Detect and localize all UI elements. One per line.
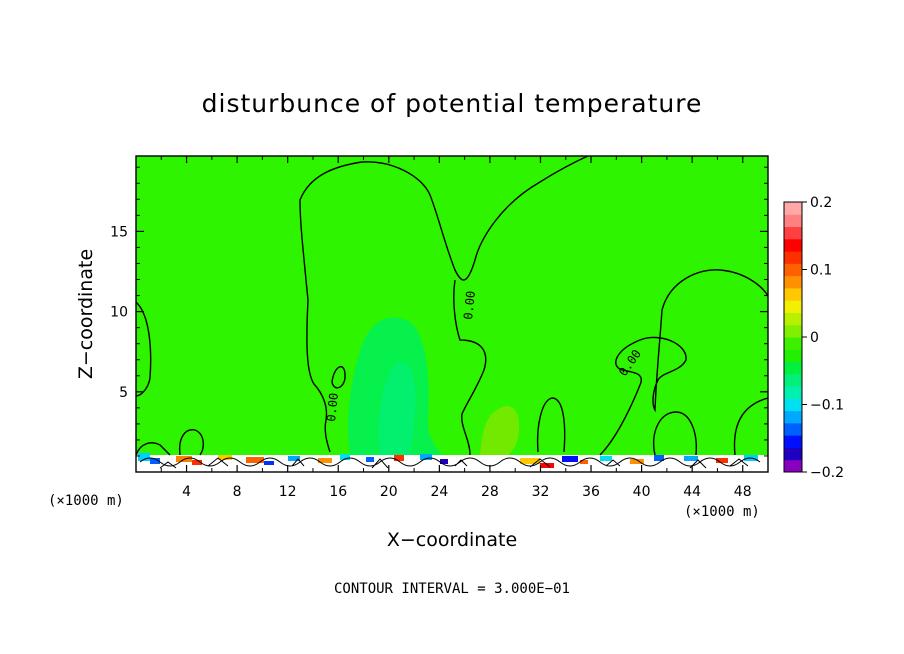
colorbar-swatch: [784, 275, 802, 289]
colorbar-label: −0.2: [810, 465, 844, 481]
surface-patches: [138, 453, 758, 468]
colorbar-swatch: [784, 410, 802, 424]
x-unit-left: (×1000 m): [48, 493, 124, 509]
colorbar-swatch: [784, 214, 802, 228]
colorbar-swatch: [784, 361, 802, 375]
x-tick-label: 48: [734, 484, 752, 500]
contour-interval-note: CONTOUR INTERVAL = 3.000E−01: [334, 581, 570, 597]
colorbar-swatch: [784, 238, 802, 252]
warm-anomaly-region: [480, 406, 520, 458]
colorbar-swatch: [784, 459, 802, 473]
x-tick-label: 20: [380, 484, 398, 500]
colorbar-swatch: [784, 263, 802, 277]
colorbar-swatch: [784, 287, 802, 301]
x-tick-label: 8: [233, 484, 242, 500]
colorbar-swatch: [784, 300, 802, 313]
colorbar-label: −0.1: [810, 398, 844, 414]
y-axis: 5 10 15: [110, 166, 768, 457]
colorbar-swatch: [784, 202, 802, 215]
colorbar-swatch: [784, 447, 802, 461]
x-axis-label: X−coordinate: [387, 529, 517, 551]
colorbar-label: 0: [810, 330, 819, 346]
field-background: [136, 156, 768, 472]
colorbar-label: 0.1: [810, 263, 832, 279]
plot-area: 0.00 0.00 0.00: [136, 156, 768, 472]
x-tick-label: 4: [182, 484, 191, 500]
x-tick-label: 28: [481, 484, 499, 500]
surface-contours: [139, 457, 761, 469]
x-tick-label: 36: [582, 484, 600, 500]
colorbar-swatch: [784, 386, 802, 399]
y-tick-label: 5: [119, 385, 128, 401]
colorbar-swatch: [784, 373, 802, 387]
contour-label: 0.00: [461, 290, 478, 320]
colorbar-swatch: [784, 398, 802, 412]
x-tick-label: 44: [683, 484, 701, 500]
cool-anomaly-region: [378, 362, 416, 458]
colorbar-swatch: [784, 337, 802, 350]
colorbar-swatch: [784, 251, 802, 264]
x-tick-label: 16: [329, 484, 347, 500]
colorbar-swatch: [784, 435, 802, 448]
colorbar-ticks: 0.2 0.1 0 −0.1 −0.2: [802, 195, 844, 481]
y-tick-label: 10: [110, 305, 128, 321]
x-tick-label: 32: [532, 484, 550, 500]
y-axis-label: Z−coordinate: [75, 249, 97, 379]
x-tick-label: 24: [430, 484, 448, 500]
chart-title: disturbunce of potential temperature: [202, 89, 703, 118]
x-unit-right: (×1000 m): [684, 504, 760, 520]
zero-contours: [136, 156, 768, 456]
x-tick-label: 40: [633, 484, 651, 500]
y-tick-label: 15: [110, 224, 128, 240]
plot-frame: [135, 155, 769, 473]
colorbar-swatch: [784, 312, 802, 326]
colorbar-swatch: [784, 422, 802, 436]
colorbar-swatch: [784, 324, 802, 338]
contour-label: 0.00: [324, 392, 341, 422]
colorbar-label: 0.2: [810, 195, 832, 211]
x-axis: 4 8 12 16 20 24 28 32 36 40 44 48: [160, 156, 752, 500]
colorbar: [783, 201, 803, 473]
colorbar-swatch: [784, 226, 802, 240]
x-tick-label: 12: [279, 484, 297, 500]
colorbar-swatch: [784, 349, 802, 363]
